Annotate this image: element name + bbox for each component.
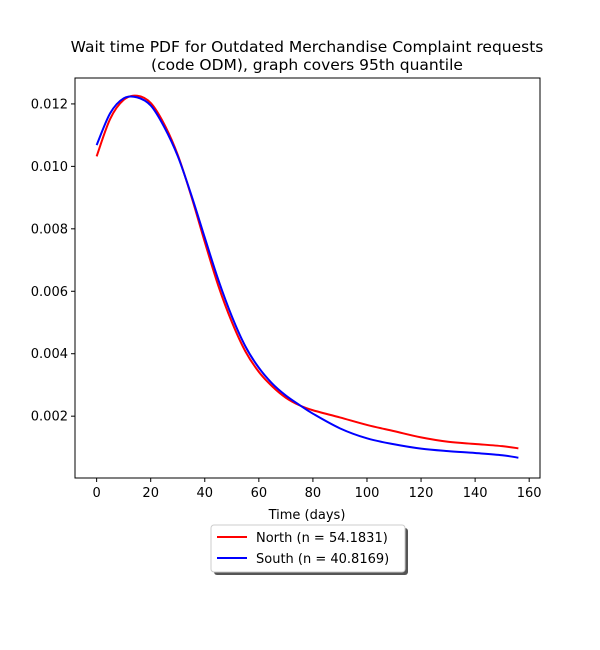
x-tick-label: 140 [463, 486, 488, 501]
y-axis: 0.002 0.004 0.006 0.008 0.010 0.012 [31, 97, 75, 425]
y-tick-label: 0.004 [31, 347, 68, 362]
x-tick-label: 40 [196, 486, 213, 501]
x-tick-label: 100 [355, 486, 380, 501]
legend-box [210, 524, 406, 573]
plot-lines [95, 94, 519, 459]
series-line-south [95, 95, 519, 459]
x-tick-label: 60 [251, 486, 268, 501]
x-tick-label: 0 [92, 486, 100, 501]
x-axis-label: Time (days) [268, 508, 346, 523]
y-tick-label: 0.012 [31, 97, 68, 112]
x-tick-label: 160 [517, 486, 542, 501]
chart-title-line-1: Wait time PDF for Outdated Merchandise C… [71, 38, 544, 56]
y-tick-label: 0.010 [31, 160, 68, 175]
y-tick-label: 0.002 [31, 410, 68, 425]
y-tick-label: 0.008 [31, 222, 68, 237]
series-line-north [95, 94, 519, 450]
x-tick-label: 120 [409, 486, 434, 501]
legend-label-south: South (n = 40.8169) [256, 552, 389, 567]
plot-frame [74, 77, 541, 479]
x-tick-label: 20 [142, 486, 159, 501]
y-tick-label: 0.006 [31, 285, 68, 300]
legend-label-north: North (n = 54.1831) [256, 531, 388, 546]
x-axis: 0 20 40 60 80 100 120 140 160 [92, 478, 542, 501]
chart-title-line-2: (code ODM), graph covers 95th quantile [151, 56, 463, 74]
x-tick-label: 80 [305, 486, 322, 501]
legend: North (n = 54.1831) South (n = 40.8169) [210, 524, 408, 575]
